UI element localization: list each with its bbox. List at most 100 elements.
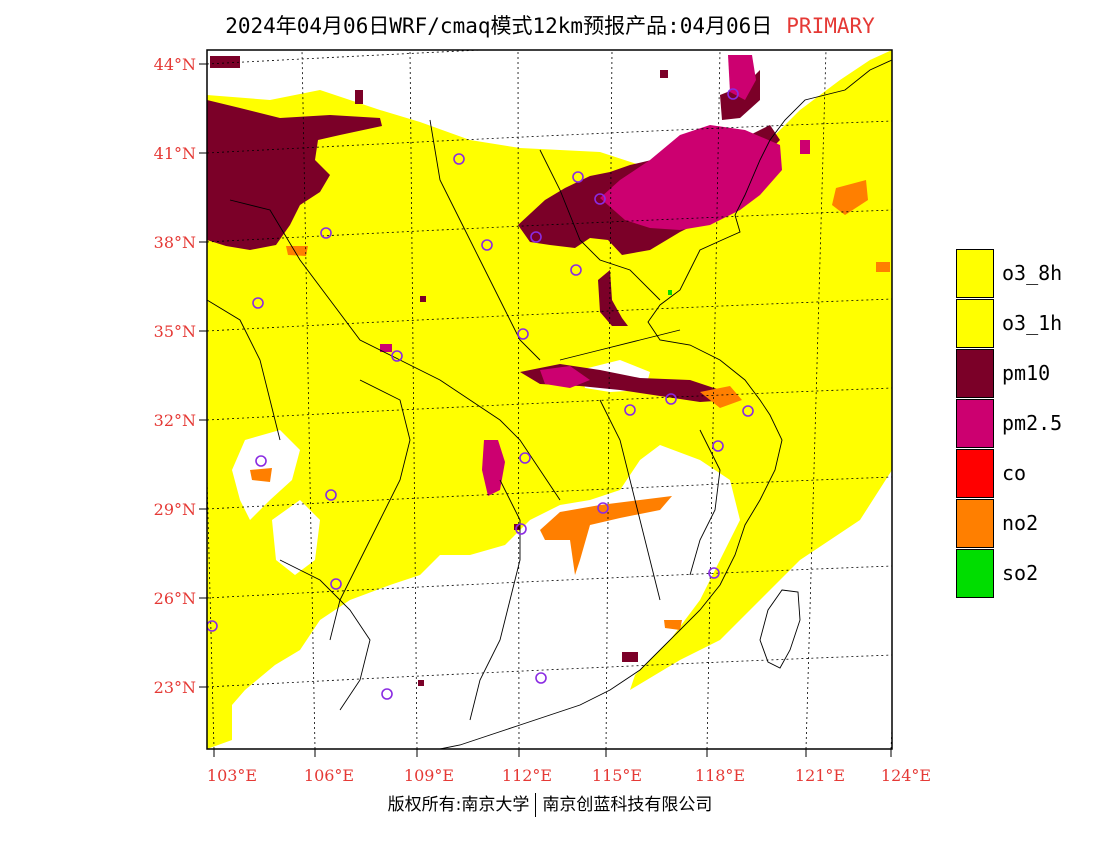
lat-line-29 xyxy=(207,476,892,510)
so2-patch xyxy=(668,290,672,295)
speck-2 xyxy=(660,70,668,78)
city-marker xyxy=(530,231,542,243)
city-marker xyxy=(252,297,264,309)
title-tag: PRIMARY xyxy=(786,14,875,38)
graticule xyxy=(207,50,892,749)
taiwan-outline xyxy=(759,589,801,669)
province-outline-6 xyxy=(539,149,661,301)
pm25-region-hubei xyxy=(482,440,505,496)
city-marker xyxy=(572,171,584,183)
city-marker xyxy=(742,405,754,417)
no2-patch-jiangxi xyxy=(540,496,672,575)
legend-swatch-pm10 xyxy=(956,349,994,398)
lon-line-103 xyxy=(207,461,215,749)
no2-patch-chongqing xyxy=(250,468,272,482)
city-marker xyxy=(517,328,529,340)
lat-line-23 xyxy=(207,654,892,688)
no2-patches xyxy=(250,180,868,630)
lat-line-35 xyxy=(207,298,892,332)
lon-label-124: 124°E xyxy=(880,766,932,785)
legend-item-pm10: pm10 xyxy=(956,349,1100,399)
pm10-region-hebei xyxy=(598,270,628,326)
lat-label-38: 38°N xyxy=(153,233,196,252)
speck-6 xyxy=(876,262,890,272)
title-text: 2024年04月06日WRF/cmaq模式12km预报产品:04月06日 xyxy=(225,14,773,38)
lon-line-118 xyxy=(706,50,721,749)
copyright-footer: 版权所有:南京大学 南京创蓝科技有限公司 xyxy=(0,790,1100,817)
speck-1 xyxy=(355,90,363,104)
legend-label-o3-1h: o3_1h xyxy=(1002,311,1063,335)
lon-label-103: 103°E xyxy=(206,766,258,785)
city-marker xyxy=(381,688,393,700)
legend-item-so2: so2 xyxy=(956,549,1100,599)
legend-swatch-o3-8h xyxy=(956,249,994,298)
lon-label-109: 109°E xyxy=(403,766,455,785)
speck-3 xyxy=(380,344,392,352)
city-marker xyxy=(519,452,531,464)
legend-label-o3-8h: o3_8h xyxy=(1002,261,1063,285)
speck-4 xyxy=(622,652,638,662)
lon-line-124 xyxy=(890,720,892,749)
speck-10 xyxy=(420,296,426,302)
city-marker xyxy=(708,567,720,579)
city-marker xyxy=(594,193,606,205)
legend-label-co: co xyxy=(1002,461,1027,485)
boundaries xyxy=(207,59,892,749)
city-marker xyxy=(391,350,403,362)
city-marker xyxy=(727,88,739,100)
province-outline-4 xyxy=(469,479,521,721)
legend-label-pm10: pm10 xyxy=(1002,361,1051,385)
axis-ticks xyxy=(199,63,892,757)
lat-label-26: 26°N xyxy=(153,589,196,608)
city-marker xyxy=(330,578,342,590)
legend-label-so2: so2 xyxy=(1002,561,1039,585)
lon-label-118: 118°E xyxy=(694,766,746,785)
province-outline-7 xyxy=(559,329,681,361)
province-outline-8 xyxy=(279,559,371,711)
legend-swatch-co xyxy=(956,449,994,498)
no2-patch-shanghai xyxy=(700,386,742,408)
lat-label-44: 44°N xyxy=(153,55,196,74)
copyright-right: 南京创蓝科技有限公司 xyxy=(542,795,713,815)
city-marker xyxy=(255,455,267,467)
map-frame xyxy=(206,49,893,750)
lat-line-32 xyxy=(207,387,892,421)
pm10-region-northwest xyxy=(207,100,382,250)
pm25-region-central xyxy=(540,366,590,388)
pm25-region-beijing xyxy=(600,125,782,230)
city-marker xyxy=(453,153,465,165)
speck-8 xyxy=(418,680,424,686)
lon-line-112 xyxy=(517,50,520,749)
lat-label-35: 35°N xyxy=(153,322,196,341)
city-marker xyxy=(624,404,636,416)
no2-patch-shaanxi xyxy=(286,246,308,256)
city-marker xyxy=(665,393,677,405)
clean-area-south xyxy=(290,555,720,749)
no2-patch-guangdong xyxy=(664,620,682,630)
lon-line-109 xyxy=(409,50,418,749)
copyright-left: 版权所有:南京大学 xyxy=(387,795,530,815)
lat-line-41 xyxy=(207,120,892,154)
lat-line-26 xyxy=(207,565,892,599)
city-marker xyxy=(481,239,493,251)
speck-9 xyxy=(800,140,810,154)
lat-label-23: 23°N xyxy=(153,678,196,697)
lon-line-115 xyxy=(605,50,613,749)
legend-swatch-no2 xyxy=(956,499,994,548)
lat-label-29: 29°N xyxy=(153,500,196,519)
legend-swatch-pm25 xyxy=(956,399,994,448)
legend-item-co: co xyxy=(956,449,1100,499)
lat-label-32: 32°N xyxy=(153,411,196,430)
city-marker xyxy=(515,523,527,535)
lat-line-38 xyxy=(207,209,892,243)
city-marker xyxy=(535,672,547,684)
province-outline-9 xyxy=(207,299,281,441)
legend-swatch-so2 xyxy=(956,549,994,598)
no2-patch-east-sea xyxy=(832,180,868,215)
o3-region xyxy=(207,50,892,749)
city-marker xyxy=(597,502,609,514)
clean-area-sichuan xyxy=(272,500,320,575)
city-marker xyxy=(325,489,337,501)
legend-item-o3-8h: o3_8h xyxy=(956,249,1100,299)
